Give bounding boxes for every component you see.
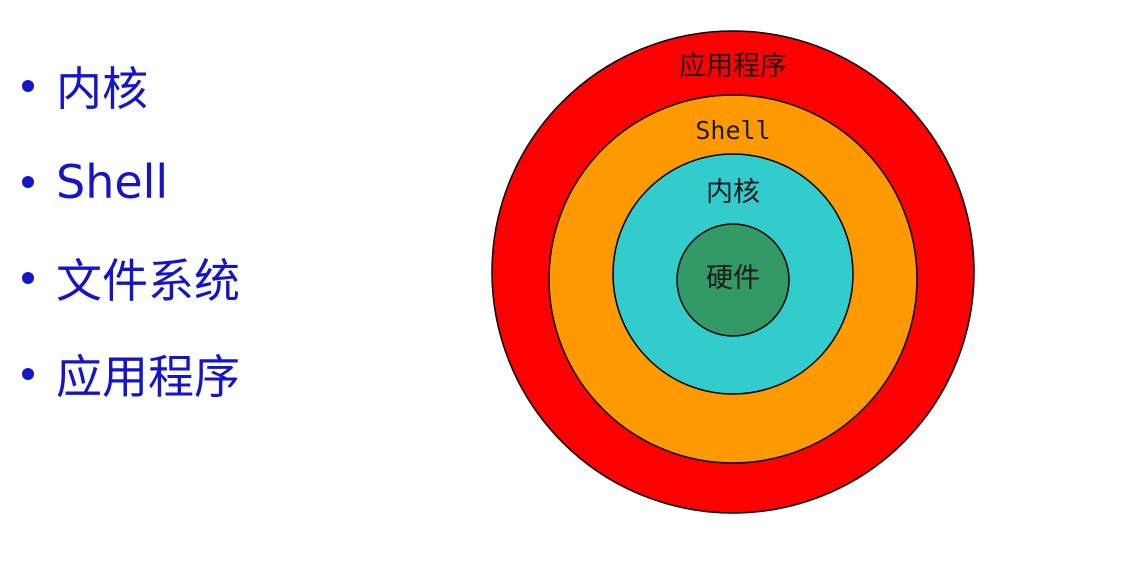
bullet-dot-icon — [22, 272, 34, 284]
ring-label-shell: Shell — [695, 116, 770, 145]
bullet-dot-icon — [22, 80, 34, 92]
bullet-item-filesystem: 文件系统 — [22, 230, 240, 326]
ring-hardware — [676, 223, 790, 337]
ring-label-kernel: 内核 — [706, 177, 760, 208]
bullet-item-kernel: 内核 — [22, 38, 240, 134]
bullet-dot-icon — [22, 368, 34, 380]
bullet-text: 文件系统 — [56, 254, 240, 308]
ring-label-applications: 应用程序 — [679, 51, 787, 82]
bullet-text: 内核 — [56, 62, 148, 116]
bullet-list: 内核 Shell 文件系统 应用程序 — [22, 38, 240, 422]
bullet-text: Shell — [56, 155, 169, 209]
bullet-dot-icon — [22, 176, 34, 188]
bullet-item-shell: Shell — [22, 134, 240, 230]
bullet-text: 应用程序 — [56, 350, 240, 404]
ring-label-hardware: 硬件 — [706, 263, 760, 294]
bullet-item-applications: 应用程序 — [22, 326, 240, 422]
